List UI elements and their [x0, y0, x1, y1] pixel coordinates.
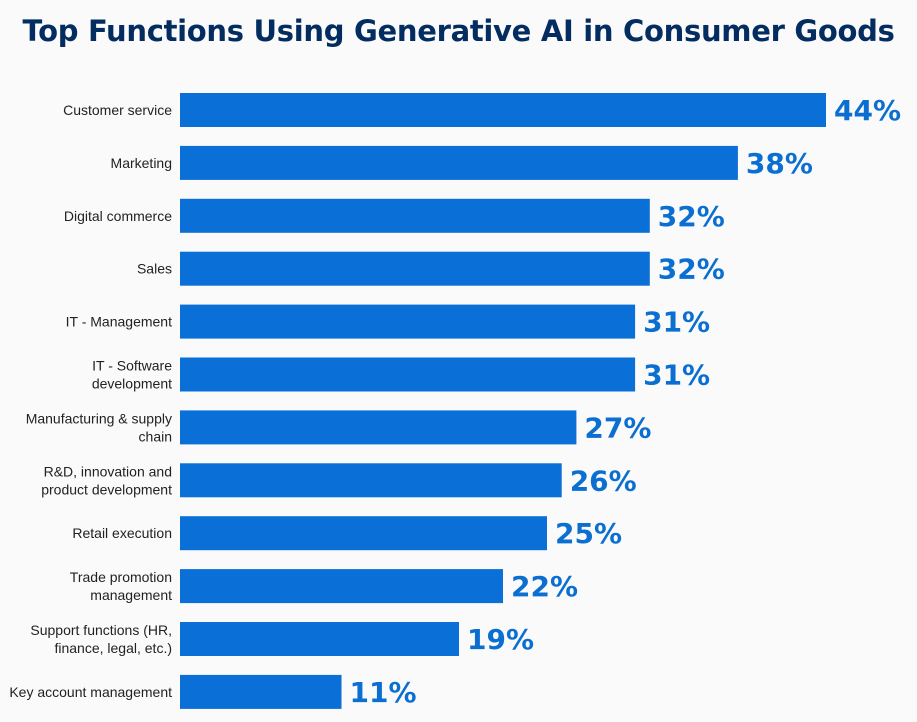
- bar-12: [180, 674, 342, 709]
- bar-7: [180, 410, 577, 445]
- category-label-10: Trade promotion management: [70, 569, 172, 603]
- category-label-6: IT - Software development: [92, 358, 172, 392]
- bar-10: [180, 569, 503, 604]
- category-label-12: Key account management: [9, 684, 172, 700]
- bar-6: [180, 357, 636, 392]
- bar-4: [180, 251, 650, 286]
- value-label-12: 11%: [350, 676, 417, 709]
- value-label-5: 31%: [643, 306, 710, 339]
- value-label-10: 22%: [511, 570, 578, 603]
- value-label-9: 25%: [555, 517, 622, 550]
- value-label-3: 32%: [658, 200, 725, 233]
- value-label-11: 19%: [467, 623, 534, 656]
- bar-8: [180, 463, 562, 498]
- value-label-1: 44%: [834, 94, 901, 127]
- value-label-4: 32%: [658, 253, 725, 286]
- category-label-8: R&D, innovation and product development: [41, 463, 172, 497]
- bar-2: [180, 145, 738, 180]
- value-label-6: 31%: [643, 359, 710, 392]
- bar-5: [180, 304, 636, 339]
- chart-title: Top Functions Using Generative AI in Con…: [22, 14, 895, 48]
- category-label-7: Manufacturing & supply chain: [26, 410, 172, 444]
- category-label-3: Digital commerce: [64, 208, 172, 224]
- value-label-8: 26%: [570, 464, 637, 497]
- bar-11: [180, 622, 459, 656]
- bar-1: [180, 93, 826, 127]
- value-label-7: 27%: [584, 411, 651, 444]
- category-label-1: Customer service: [63, 102, 172, 118]
- category-label-9: Retail execution: [72, 525, 172, 541]
- category-label-2: Marketing: [111, 155, 172, 171]
- bar-9: [180, 516, 547, 551]
- category-label-4: Sales: [137, 261, 172, 277]
- bar-3: [180, 198, 650, 233]
- category-label-5: IT - Management: [66, 314, 172, 330]
- category-label-11: Support functions (HR, finance, legal, et…: [30, 622, 172, 656]
- value-label-2: 38%: [746, 147, 813, 180]
